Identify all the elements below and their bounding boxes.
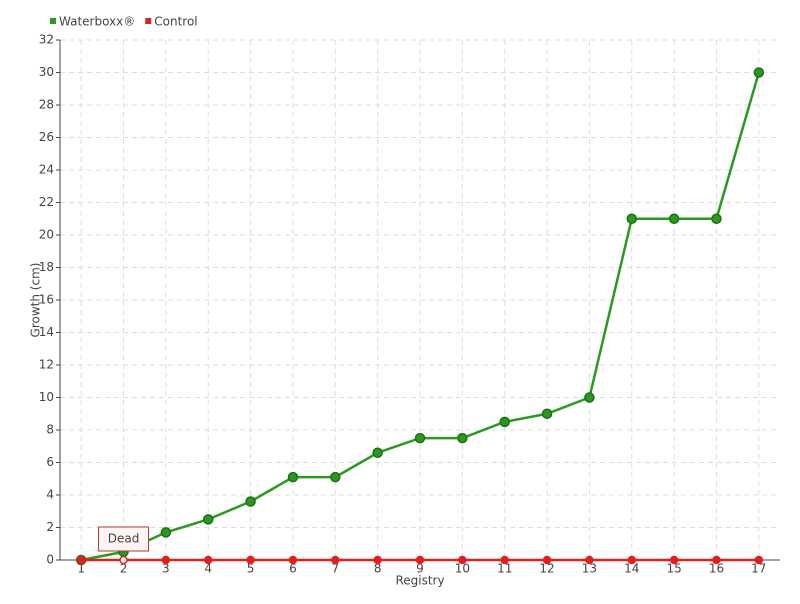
y-tick-label: 4 [46, 488, 54, 502]
point [668, 213, 680, 224]
y-tick-label: 32 [39, 33, 54, 47]
point [457, 432, 468, 444]
y-tick-label: 8 [46, 423, 54, 437]
x-tick-label: 5 [247, 562, 255, 576]
point [330, 471, 341, 483]
point [627, 555, 637, 565]
point [711, 213, 722, 224]
x-tick-label: 10 [455, 562, 470, 576]
x-tick-label: 2 [120, 562, 128, 576]
x-tick-label: 6 [289, 562, 297, 576]
y-tick-label: 0 [46, 553, 54, 567]
point [202, 514, 214, 525]
y-tick-label: 14 [39, 325, 54, 339]
point [331, 555, 340, 565]
point [76, 555, 86, 565]
x-tick-label: 12 [539, 562, 554, 576]
point [245, 496, 256, 507]
y-tick-label: 18 [39, 260, 54, 274]
y-tick-label: 24 [39, 163, 54, 177]
point [669, 555, 679, 565]
point [541, 408, 553, 419]
point [712, 555, 721, 565]
point [626, 213, 638, 224]
x-tick-label: 9 [416, 562, 424, 576]
x-tick-label: 1 [77, 562, 85, 576]
point [414, 432, 426, 444]
x-tick-label: 4 [204, 562, 212, 576]
point [753, 67, 765, 78]
y-tick-label: 30 [39, 65, 54, 79]
x-tick-label: 15 [666, 562, 681, 576]
point [203, 555, 213, 565]
point [373, 555, 382, 565]
y-tick-label: 20 [39, 228, 54, 242]
point [499, 416, 510, 428]
x-tick-label: 17 [751, 562, 766, 576]
point [372, 447, 383, 458]
point [288, 555, 298, 565]
legend-swatch [50, 18, 56, 24]
y-tick-label: 16 [39, 293, 54, 307]
point [585, 555, 594, 565]
y-tick-label: 28 [39, 98, 54, 112]
point [119, 555, 128, 565]
y-tick-label: 12 [39, 358, 54, 372]
y-tick-label: 10 [39, 390, 54, 404]
x-tick-label: 16 [709, 562, 724, 576]
y-tick-label: 2 [46, 520, 54, 534]
y-tick-label: 22 [39, 195, 54, 209]
x-tick-label: 14 [624, 562, 639, 576]
point [287, 471, 299, 483]
point [542, 555, 552, 565]
point [160, 527, 172, 538]
x-tick-label: 3 [162, 562, 170, 576]
legend-label: Control [154, 15, 197, 29]
point [458, 555, 467, 565]
series-line [80, 72, 761, 562]
point [415, 555, 425, 565]
x-axis-label: Registry [395, 574, 444, 588]
legend-label: Waterboxx® [59, 15, 135, 29]
annotation: Dead [108, 532, 140, 546]
x-tick-label: 13 [582, 562, 597, 576]
point [246, 555, 255, 565]
point [584, 392, 595, 403]
x-tick-label: 7 [331, 562, 339, 576]
x-tick-label: 8 [374, 562, 382, 576]
y-axis-label: Growth (cm) [29, 263, 43, 338]
point [754, 555, 764, 565]
y-tick-label: 26 [39, 130, 54, 144]
annotation-box [98, 526, 150, 552]
legend-swatch [145, 18, 152, 24]
point [500, 555, 509, 565]
point [161, 555, 171, 565]
y-tick-label: 6 [46, 455, 54, 469]
x-tick-label: 11 [497, 562, 512, 576]
